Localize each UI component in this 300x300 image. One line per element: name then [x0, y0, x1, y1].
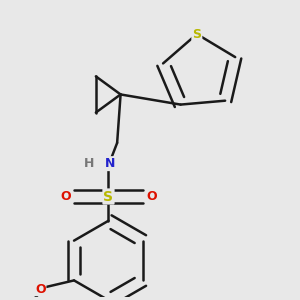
Text: N: N [105, 157, 116, 170]
Text: S: S [192, 28, 201, 40]
Text: O: O [60, 190, 70, 203]
Text: S: S [103, 190, 113, 203]
Text: O: O [146, 190, 157, 203]
Text: O: O [35, 283, 46, 296]
Text: H: H [84, 157, 94, 170]
